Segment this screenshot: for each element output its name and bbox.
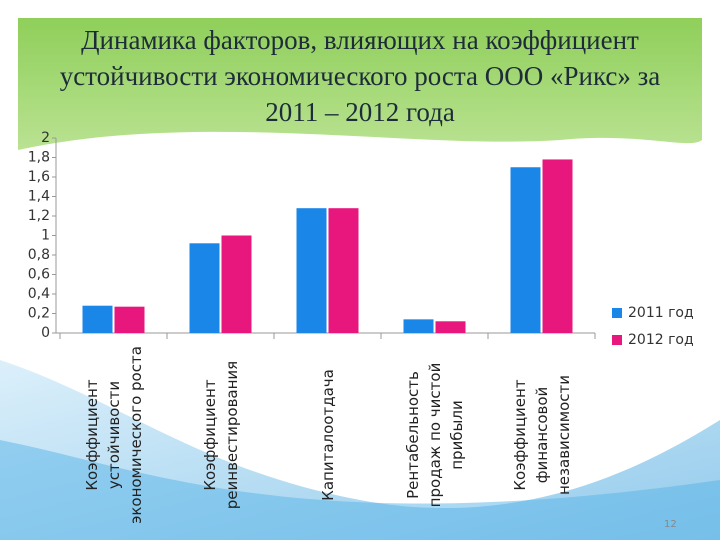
legend-label: 2012 год <box>628 332 694 348</box>
y-tick-label: 1,2 <box>28 208 50 224</box>
bar <box>82 305 113 333</box>
y-tick-label: 1,4 <box>28 189 50 205</box>
header-wave <box>18 131 702 200</box>
bar <box>510 167 541 333</box>
chart-title: Динамика факторов, влияющих на коэффицие… <box>59 25 661 127</box>
bar <box>221 235 252 333</box>
x-tick-label: Коэффициент устойчивости экономического … <box>82 346 145 524</box>
y-tick-label: 0 <box>41 325 50 341</box>
footer-wave <box>0 440 720 540</box>
legend-swatch <box>612 335 622 345</box>
x-tick-label: Коэффициент реинвестирования <box>200 360 241 510</box>
y-tick-label: 0,2 <box>28 306 50 322</box>
y-tick-label: 0,4 <box>28 286 50 302</box>
bar <box>189 243 220 333</box>
x-tick-label: Коэффициент финансовой независимости <box>510 375 573 496</box>
bar <box>296 208 327 333</box>
y-tick-label: 0,6 <box>28 267 50 283</box>
bar <box>542 159 573 333</box>
legend-swatch <box>612 308 622 318</box>
bar <box>435 321 466 333</box>
y-tick-label: 0,8 <box>28 247 50 263</box>
x-tick-label: Капиталоотдача <box>318 369 337 501</box>
bar <box>403 319 434 333</box>
y-tick-label: 1,8 <box>28 150 50 166</box>
y-tick-label: 2 <box>41 130 50 146</box>
legend-label: 2011 год <box>628 305 694 321</box>
page-number: 12 <box>664 519 677 530</box>
x-tick-label: Рентабельность продаж по чистой прибыли <box>403 362 466 508</box>
y-tick-label: 1 <box>41 228 50 244</box>
bar <box>328 208 359 333</box>
bar <box>114 306 145 333</box>
y-tick-label: 1,6 <box>28 169 50 185</box>
